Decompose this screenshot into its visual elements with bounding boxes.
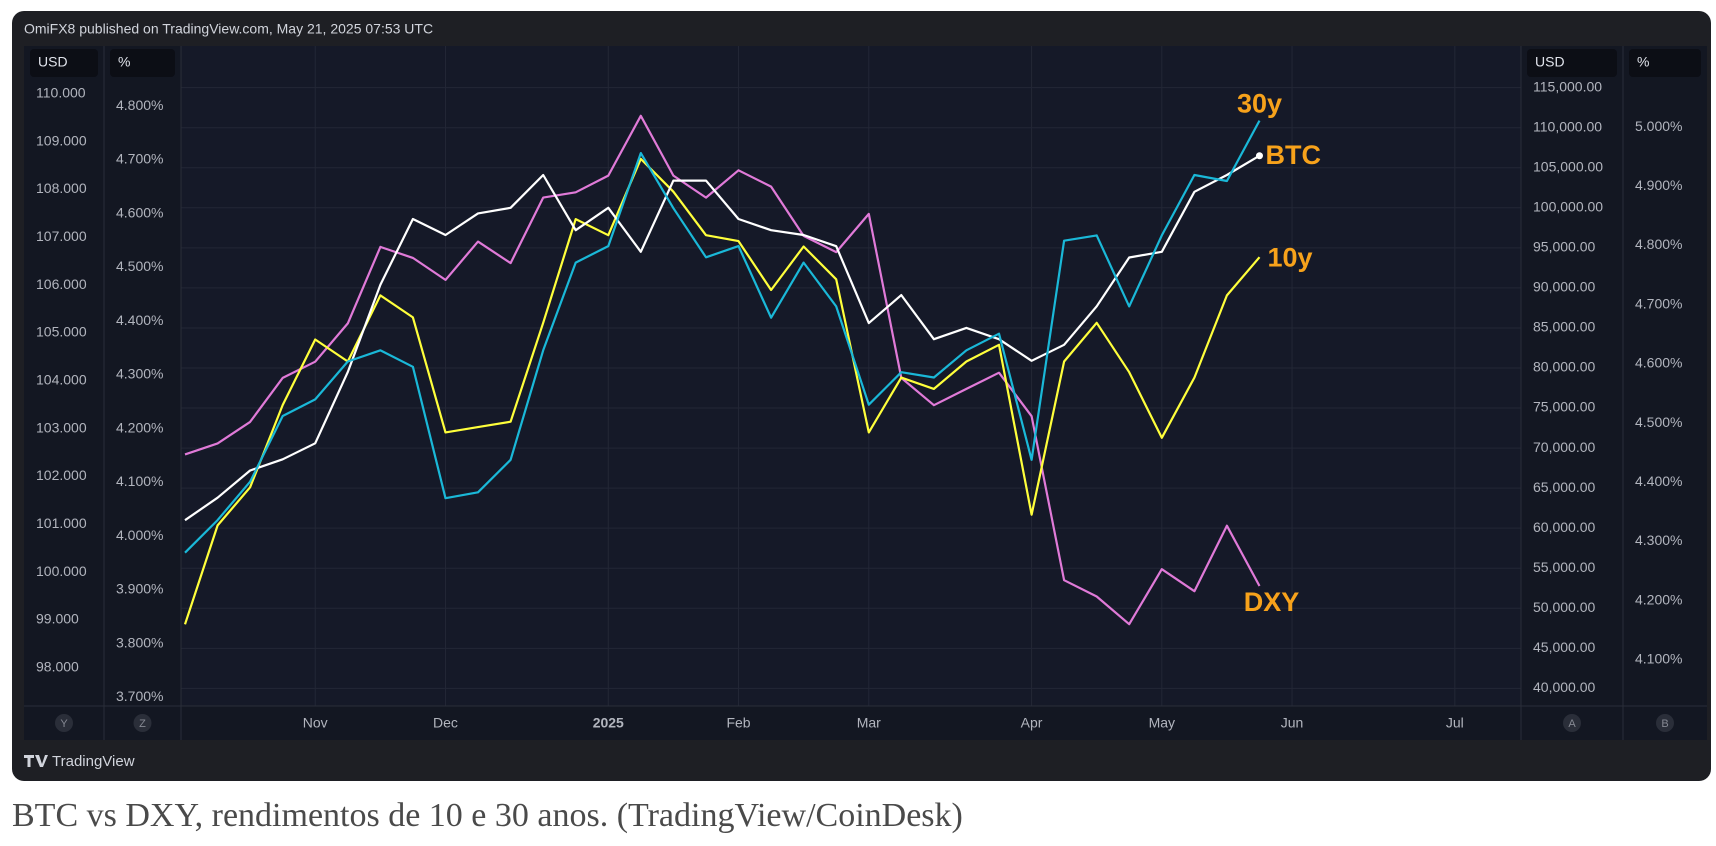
x-tick-label: Dec	[433, 715, 458, 731]
y-tick-label: 100.000	[36, 563, 87, 579]
grid	[181, 46, 1521, 706]
series-end-label: 10y	[1267, 242, 1312, 272]
y-tick-label: 4.900%	[1635, 177, 1682, 193]
axis-corner-button	[55, 714, 73, 732]
unit-box	[1527, 49, 1617, 77]
y-tick-label: 110.000	[36, 85, 86, 101]
y-tick-label: 4.400%	[116, 312, 163, 328]
y-tick-label: 40,000.00	[1533, 679, 1595, 695]
y-tick-label: 4.800%	[116, 97, 163, 113]
y-tick-label: 4.200%	[1635, 591, 1682, 607]
y-tick-label: 108.000	[36, 180, 87, 196]
y-tick-label: 4.200%	[116, 419, 163, 435]
axis-unit: USD	[1535, 54, 1565, 70]
series-line	[184, 120, 1261, 554]
y-tick-label: 103.000	[36, 419, 87, 435]
y-tick-label: 3.800%	[116, 634, 163, 650]
axis-unit: %	[1637, 54, 1649, 70]
y-tick-label: 4.400%	[1635, 473, 1682, 489]
x-tick-label: Jul	[1446, 715, 1464, 731]
footer-logo	[24, 755, 48, 767]
y-tick-label: 70,000.00	[1533, 439, 1595, 455]
x-tick-label: Feb	[726, 715, 750, 731]
axis-corner: Y	[60, 718, 68, 730]
y-tick-label: 99.000	[36, 611, 79, 627]
axis-corner: A	[1568, 718, 1576, 730]
y-tick-label: 4.700%	[1635, 295, 1682, 311]
x-tick-label: Mar	[857, 715, 881, 731]
y-tick-label: 100,000.00	[1533, 198, 1603, 214]
x-tick-label: May	[1149, 715, 1175, 731]
y-tick-label: 105.000	[36, 324, 87, 340]
caption: BTC vs DXY, rendimentos de 10 e 30 anos.…	[12, 797, 963, 834]
y-tick-label: 80,000.00	[1533, 359, 1595, 375]
x-tick-label: 2025	[593, 715, 624, 731]
y-tick-label: 109.000	[36, 132, 87, 148]
y-tick-label: 3.900%	[116, 581, 163, 597]
x-tick-label: Nov	[303, 715, 328, 731]
y-tick-label: 110,000.00	[1533, 118, 1602, 134]
series-line	[184, 154, 1261, 522]
y-tick-label: 75,000.00	[1533, 399, 1595, 415]
unit-box	[30, 49, 98, 77]
y-tick-label: 4.600%	[116, 204, 163, 220]
y-tick-label: 50,000.00	[1533, 599, 1595, 615]
axis-unit: %	[118, 54, 130, 70]
y-tick-label: 101.000	[36, 515, 87, 531]
y-tick-label: 4.800%	[1635, 236, 1682, 252]
x-tick-label: Apr	[1021, 715, 1043, 731]
y-tick-label: 4.600%	[1635, 355, 1682, 371]
y-tick-label: 107.000	[36, 228, 87, 244]
y-tick-label: 90,000.00	[1533, 279, 1595, 295]
y-tick-label: 4.000%	[116, 527, 163, 543]
y-tick-label: 4.300%	[1635, 532, 1682, 548]
y-tick-label: 4.500%	[116, 258, 163, 274]
y-tick-label: 104.000	[36, 371, 87, 387]
y-tick-label: 45,000.00	[1533, 639, 1595, 655]
y-tick-label: 65,000.00	[1533, 479, 1595, 495]
y-tick-label: 60,000.00	[1533, 519, 1595, 535]
y-tick-label: 98.000	[36, 658, 79, 674]
axis-corner-button	[133, 714, 152, 732]
footer-brand: TradingView	[52, 753, 135, 770]
last-point	[1255, 152, 1263, 160]
series-end-label: BTC	[1265, 140, 1321, 170]
y-tick-label: 5.000%	[1635, 118, 1682, 134]
y-tick-label: 4.100%	[116, 473, 163, 489]
y-tick-label: 106.000	[36, 276, 87, 292]
series-end-label: 30y	[1237, 89, 1282, 119]
unit-box	[110, 49, 175, 77]
axis-unit: USD	[38, 54, 68, 70]
header-text: OmiFX8 published on TradingView.com, May…	[24, 21, 433, 37]
y-tick-label: 85,000.00	[1533, 319, 1595, 335]
y-tick-label: 3.700%	[116, 688, 163, 704]
x-tick-label: Jun	[1281, 715, 1304, 731]
y-tick-label: 95,000.00	[1533, 239, 1595, 255]
series-line	[184, 114, 1261, 626]
series-end-label: DXY	[1244, 587, 1300, 617]
axis-corner-button	[1656, 714, 1674, 732]
axis-corner: B	[1661, 718, 1668, 730]
axis-corner-button	[1563, 714, 1581, 732]
y-tick-label: 4.100%	[1635, 651, 1682, 667]
y-tick-label: 4.300%	[116, 366, 163, 382]
y-tick-label: 105,000.00	[1533, 158, 1603, 174]
y-tick-label: 4.700%	[116, 151, 163, 167]
y-tick-label: 55,000.00	[1533, 559, 1595, 575]
unit-box	[1629, 49, 1701, 77]
y-tick-label: 4.500%	[1635, 414, 1682, 430]
y-tick-label: 115,000.00	[1533, 78, 1602, 94]
plot-area	[181, 46, 1521, 706]
y-tick-label: 102.000	[36, 467, 87, 483]
axis-corner: Z	[139, 718, 146, 730]
